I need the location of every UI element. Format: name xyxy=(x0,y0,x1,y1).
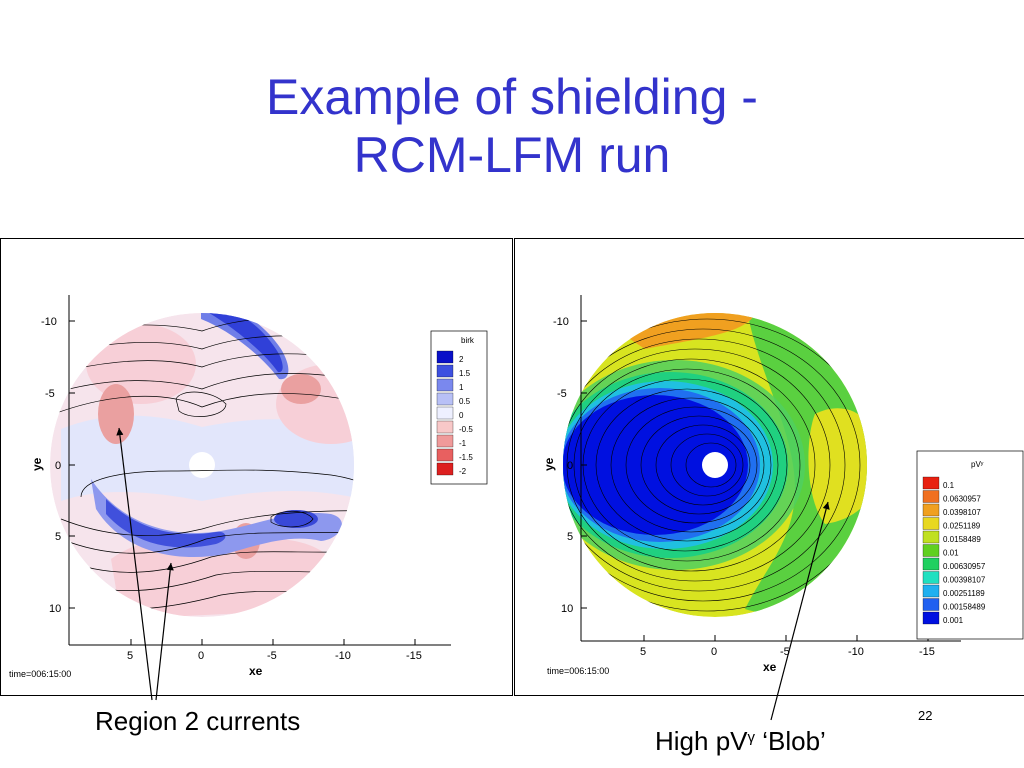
legend-label: -0.5 xyxy=(459,425,473,434)
legend-label: 0.00630957 xyxy=(943,562,986,571)
legend-swatch xyxy=(436,462,454,476)
y-tick-label: 0 xyxy=(55,460,61,472)
x-tick-label: -15 xyxy=(406,650,422,662)
slide-title: Example of shielding - RCM-LFM run xyxy=(0,68,1024,184)
title-line-1: Example of shielding - xyxy=(266,69,758,125)
legend-label: 0.0630957 xyxy=(943,495,981,504)
x-tick-label: -5 xyxy=(780,646,790,658)
legend-swatch xyxy=(922,476,940,490)
pv-contour-lines xyxy=(563,318,867,612)
birk-legend: birk 2 1.5 1 0.5 0 -0.5 -1 -1.5 -2 xyxy=(430,330,488,485)
y-tick-label: 0 xyxy=(567,460,573,472)
legend-title: pVʸ xyxy=(971,460,984,469)
birk-contour-field xyxy=(50,313,354,617)
blob-callout: High pVγ ‘Blob’ xyxy=(655,726,826,757)
legend-label: 0.00158489 xyxy=(943,603,986,612)
legend-label: 0.001 xyxy=(943,616,964,625)
y-tick-label: -5 xyxy=(45,388,55,400)
x-tick-label: 5 xyxy=(640,646,646,658)
legend-swatch xyxy=(922,571,940,584)
x-tick-label: 5 xyxy=(127,650,133,662)
time-label: time=006:15:00 xyxy=(547,666,609,676)
legend-swatch xyxy=(922,598,940,611)
region2-callout: Region 2 currents xyxy=(95,706,301,736)
x-axis-title: xe xyxy=(249,664,263,678)
legend-swatch xyxy=(436,364,454,378)
x-tick-label: -5 xyxy=(267,650,277,662)
blob-callout-prefix: High pV xyxy=(655,726,748,756)
legend-label: 0 xyxy=(459,411,464,420)
legend-title: birk xyxy=(461,336,475,345)
blob-arrow xyxy=(770,501,830,721)
legend-label: -1.5 xyxy=(459,453,473,462)
birk-axes xyxy=(68,295,451,646)
legend-swatch xyxy=(436,378,454,392)
pv-axes xyxy=(580,295,961,642)
legend-swatch xyxy=(922,530,940,544)
legend-swatch xyxy=(922,611,940,625)
legend-swatch xyxy=(436,434,454,448)
region2-arrow-2 xyxy=(155,562,174,701)
legend-label: 0.0251189 xyxy=(943,522,981,531)
legend-label: 0.0398107 xyxy=(943,508,981,517)
y-tick-label: -10 xyxy=(553,316,569,328)
legend-label: 0.00398107 xyxy=(943,576,986,585)
y-axis-title: ye xyxy=(542,457,556,471)
x-tick-label: -10 xyxy=(848,646,864,658)
legend-label: 1 xyxy=(459,383,464,392)
legend-label: -1 xyxy=(459,439,467,448)
legend-label: 2 xyxy=(459,355,464,364)
page-number: 22 xyxy=(918,708,933,723)
y-axis-title: ye xyxy=(30,457,44,471)
legend-swatch xyxy=(436,392,454,406)
legend-label: 0.00251189 xyxy=(943,589,985,598)
legend-label: 1.5 xyxy=(459,369,471,378)
y-tick-label: -10 xyxy=(41,316,57,328)
y-tick-label: 10 xyxy=(561,603,573,615)
legend-label: 0.01 xyxy=(943,549,959,558)
legend-swatch xyxy=(922,557,940,571)
blob-callout-suffix: ‘Blob’ xyxy=(755,726,826,756)
legend-label: -2 xyxy=(459,467,467,476)
y-tick-label: 10 xyxy=(49,603,61,615)
blob-callout-gamma: γ xyxy=(747,729,756,746)
x-axis-title: xe xyxy=(763,660,777,674)
legend-swatch xyxy=(436,350,454,364)
pv-plot-panel: -10 -5 0 5 10 5 0 -5 -10 -15 xe ye time=… xyxy=(514,238,1024,696)
pv-legend: pVʸ 0.1 0.0630957 0.0398107 0.0251189 0.0158… xyxy=(916,450,1024,640)
legend-label: 0.1 xyxy=(943,481,955,490)
legend-swatch xyxy=(922,503,940,517)
y-tick-label: -5 xyxy=(557,388,567,400)
x-tick-label: 0 xyxy=(198,650,204,662)
legend-swatch xyxy=(922,544,940,557)
birk-plot: -10 -5 0 5 10 5 0 -5 -10 -15 xe ye time=… xyxy=(9,295,488,679)
x-tick-label: 0 xyxy=(711,646,717,658)
pv-plot: -10 -5 0 5 10 5 0 -5 -10 -15 xe ye time=… xyxy=(542,295,1024,676)
legend-swatch xyxy=(922,517,940,530)
y-tick-label: 5 xyxy=(55,531,61,543)
region2-arrow-1 xyxy=(116,427,153,701)
x-tick-label: -10 xyxy=(335,650,351,662)
time-label: time=006:15:00 xyxy=(9,669,71,679)
legend-swatch xyxy=(922,584,940,598)
x-tick-label: -15 xyxy=(919,646,935,658)
legend-swatch xyxy=(436,448,454,462)
legend-swatch xyxy=(922,490,940,503)
y-tick-label: 5 xyxy=(567,531,573,543)
legend-swatch xyxy=(436,406,454,420)
birk-plot-panel: -10 -5 0 5 10 5 0 -5 -10 -15 xe ye time=… xyxy=(0,238,513,696)
legend-swatch xyxy=(436,420,454,434)
title-line-2: RCM-LFM run xyxy=(353,127,671,183)
legend-label: 0.5 xyxy=(459,397,471,406)
legend-label: 0.0158489 xyxy=(943,535,981,544)
